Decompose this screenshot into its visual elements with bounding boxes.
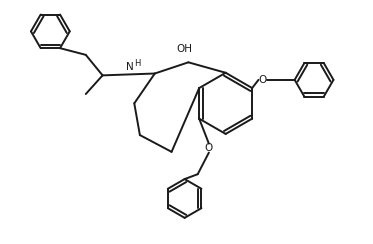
Text: N: N xyxy=(126,62,133,72)
Text: O: O xyxy=(259,75,267,85)
Text: O: O xyxy=(205,143,213,153)
Text: H: H xyxy=(134,59,141,68)
Text: OH: OH xyxy=(177,44,192,54)
